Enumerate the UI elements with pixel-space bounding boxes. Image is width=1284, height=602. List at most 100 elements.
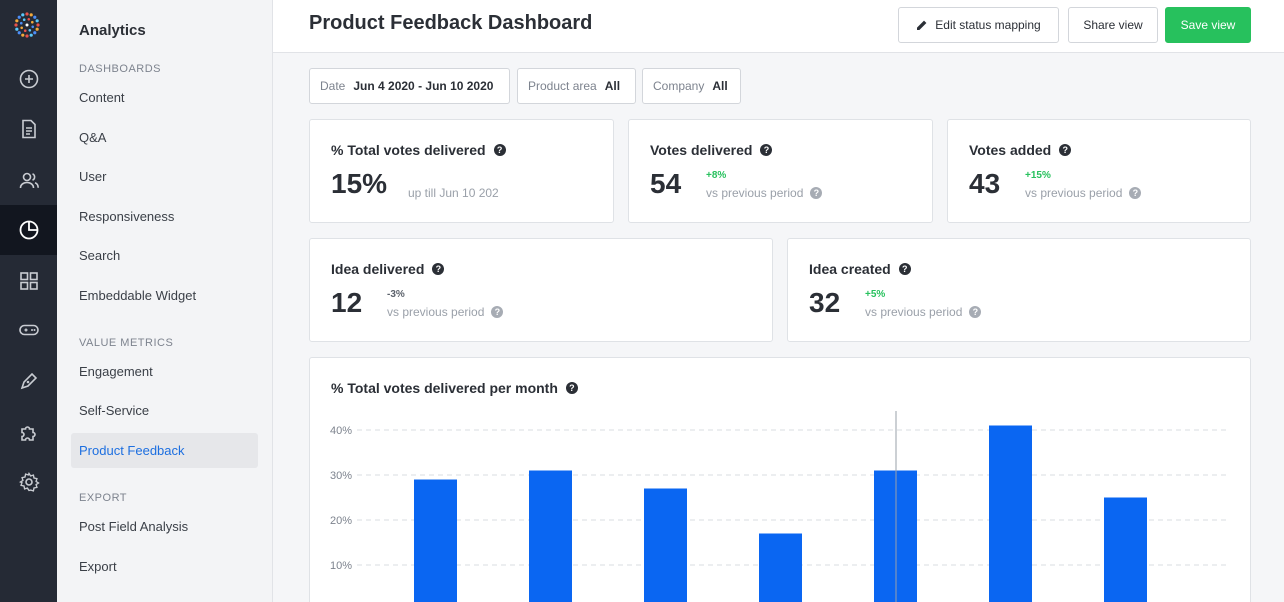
sidebar-item-responsiveness[interactable]: Responsiveness <box>79 209 175 224</box>
page-title: Product Feedback Dashboard <box>309 12 593 34</box>
rail-item-document[interactable] <box>0 104 57 154</box>
comparison-note: vs previous period ? <box>387 305 504 319</box>
help-icon[interactable]: ? <box>491 306 504 318</box>
app-logo[interactable] <box>11 9 43 41</box>
votes-per-month-chart-card: % Total votes delivered per month ? 10% 2… <box>309 357 1251 602</box>
comparison-text: vs previous period <box>1025 186 1123 200</box>
share-view-label: Share view <box>1083 18 1143 32</box>
rail-item-pen[interactable] <box>0 356 57 406</box>
date-filter-value: Jun 4 2020 - Jun 10 2020 <box>353 79 494 93</box>
bar[interactable] <box>414 479 457 602</box>
icon-rail <box>0 0 57 602</box>
help-icon[interactable]: ? <box>898 263 911 275</box>
sidebar-item-export[interactable]: Export <box>79 559 117 574</box>
chart-title: % Total votes delivered per month ? <box>331 380 578 396</box>
date-filter[interactable]: Date Jun 4 2020 - Jun 10 2020 <box>309 68 510 104</box>
rail-item-users[interactable] <box>0 155 57 205</box>
total-votes-delivered-card: % Total votes delivered ? 15% up till Ju… <box>309 119 614 223</box>
card-title: Votes delivered ? <box>650 142 773 158</box>
company-label: Company <box>653 79 705 93</box>
edit-status-mapping-label: Edit status mapping <box>935 18 1041 32</box>
y-tick-label: 40% <box>330 425 352 437</box>
gear-icon <box>18 472 40 492</box>
help-icon[interactable]: ? <box>760 144 773 156</box>
users-icon <box>19 172 39 189</box>
sidebar-item-qa[interactable]: Q&A <box>79 130 107 145</box>
top-bar: Product Feedback Dashboard Edit status m… <box>273 0 1284 53</box>
edit-status-mapping-button[interactable]: Edit status mapping <box>898 7 1059 43</box>
rail-item-gamepad[interactable] <box>0 305 57 355</box>
bar[interactable] <box>759 533 802 602</box>
votes-added-card: Votes added ? 43 +15% vs previous period… <box>947 119 1251 223</box>
main-content: Product Feedback Dashboard Edit status m… <box>273 0 1284 602</box>
card-title: Votes added ? <box>969 142 1072 158</box>
card-title-text: Idea delivered <box>331 261 425 277</box>
rail-item-grid[interactable] <box>0 256 57 306</box>
metric-value: 15% <box>331 168 388 199</box>
bar[interactable] <box>644 488 687 602</box>
help-icon[interactable]: ? <box>1129 187 1142 199</box>
section-value-metrics: VALUE METRICS <box>79 337 174 349</box>
metric-delta: -3% <box>387 289 405 300</box>
rail-item-add[interactable] <box>0 54 57 104</box>
rail-item-analytics[interactable] <box>0 205 57 255</box>
help-icon[interactable]: ? <box>810 187 823 199</box>
bar[interactable] <box>1104 497 1147 602</box>
share-view-button[interactable]: Share view <box>1068 7 1158 43</box>
bar[interactable] <box>529 470 572 602</box>
rail-item-gear[interactable] <box>0 457 57 507</box>
comparison-note: vs previous period ? <box>706 186 823 200</box>
sidebar-item-post-field-analysis[interactable]: Post Field Analysis <box>79 519 189 534</box>
comparison-note: vs previous period ? <box>865 305 982 319</box>
bar[interactable] <box>989 425 1032 602</box>
company-value: All <box>712 79 728 93</box>
document-icon <box>21 119 36 139</box>
help-icon[interactable]: ? <box>493 144 506 156</box>
help-icon[interactable]: ? <box>969 306 982 318</box>
product-area-filter[interactable]: Product area All <box>517 68 636 104</box>
y-tick-label: 10% <box>330 560 352 572</box>
gamepad-icon <box>18 324 39 336</box>
pencil-icon <box>917 20 927 30</box>
card-title: Idea delivered ? <box>331 261 445 277</box>
metric-value: 43 <box>969 168 1001 199</box>
comparison-text: vs previous period <box>706 186 804 200</box>
grid-icon <box>19 272 38 290</box>
sidebar-item-user[interactable]: User <box>79 169 107 184</box>
metric-delta: +8% <box>706 170 727 181</box>
sidebar-item-content[interactable]: Content <box>79 90 125 105</box>
puzzle-icon <box>20 426 36 441</box>
sidebar-title: Analytics <box>79 22 146 39</box>
votes-delivered-card: Votes delivered ? 54 +8% vs previous per… <box>628 119 933 223</box>
card-title: % Total votes delivered ? <box>331 142 506 158</box>
chart-title-text: % Total votes delivered per month <box>331 380 558 396</box>
analytics-icon <box>19 220 38 240</box>
metric-value: 12 <box>331 287 363 318</box>
product-area-label: Product area <box>528 79 597 93</box>
metric-note: up till Jun 10 202 <box>408 186 499 200</box>
idea-delivered-card: Idea delivered ? 12 -3% vs previous peri… <box>309 238 773 342</box>
metric-value: 54 <box>650 168 682 199</box>
card-title-text: Votes delivered <box>650 142 753 158</box>
rail-item-puzzle[interactable] <box>0 407 57 457</box>
section-dashboards: DASHBOARDS <box>79 63 162 75</box>
help-icon[interactable]: ? <box>432 263 445 275</box>
help-icon[interactable]: ? <box>1059 144 1072 156</box>
card-title-text: % Total votes delivered <box>331 142 486 158</box>
add-icon <box>19 69 38 89</box>
metric-delta: +5% <box>865 289 886 300</box>
save-view-button[interactable]: Save view <box>1165 7 1251 43</box>
metric-value: 32 <box>809 287 841 318</box>
sidebar-item-embeddable-widget[interactable]: Embeddable Widget <box>79 288 197 303</box>
card-title: Idea created ? <box>809 261 911 277</box>
card-title-text: Idea created <box>809 261 891 277</box>
sidebar-item-search[interactable]: Search <box>79 248 121 263</box>
date-filter-label: Date <box>320 79 346 93</box>
analytics-sidebar: Analytics DASHBOARDS Content Q&A User Re… <box>57 0 273 602</box>
sidebar-item-product-feedback[interactable]: Product Feedback <box>71 433 258 468</box>
y-tick-label: 30% <box>330 470 352 482</box>
sidebar-item-engagement[interactable]: Engagement <box>79 364 153 379</box>
help-icon[interactable]: ? <box>565 382 578 394</box>
company-filter[interactable]: Company All <box>642 68 741 104</box>
sidebar-item-self-service[interactable]: Self-Service <box>79 403 150 418</box>
